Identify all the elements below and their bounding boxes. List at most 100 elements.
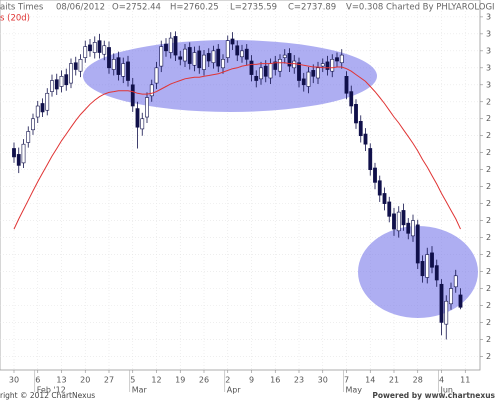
candle-body [358,120,363,137]
candle-body [339,54,344,64]
month-label: Apr [227,386,242,395]
candle-body [130,84,135,107]
candle-body [187,47,192,64]
candle-body [35,105,40,118]
candle-body [73,62,78,70]
y-tick-label: 2 [486,97,491,106]
candle-body [382,193,387,204]
candle-body [97,40,102,53]
y-tick-label: 3 [486,12,491,21]
candle-body [88,44,92,52]
candle-body [240,50,244,58]
x-tick-label: 6 [35,376,40,385]
y-tick-label: 2 [486,148,491,157]
candle-body [40,103,45,113]
candle-body [444,300,449,325]
candle-body [292,60,297,69]
month-label: Mar [132,386,148,395]
candle-body [192,52,197,66]
candle-body [268,63,273,79]
candle-body [159,46,164,67]
candle-body [45,92,50,111]
highlight-ellipse [358,226,478,318]
x-tick-label: 20 [80,376,90,385]
candle-body [335,57,339,62]
candle-body [368,148,373,170]
x-tick-label: 5 [130,376,135,385]
y-tick-label: 2 [486,233,491,242]
candle-body [64,74,69,86]
candle-body [50,80,54,92]
candle-body [453,275,458,288]
candle-body [320,63,325,67]
candle-body [449,288,453,305]
candle-body [415,224,420,264]
candle-body [434,265,439,281]
candle-body [116,57,121,75]
candle-body [439,283,444,323]
x-tick-label: 23 [294,376,304,385]
y-tick-label: 2 [486,284,491,293]
candle-body [121,63,126,77]
candle-body [16,154,21,166]
candle-body [135,108,140,128]
credit: Charted By PHLYAROLOGIST [386,3,495,13]
candle-body [107,47,111,69]
candle-body [202,54,206,70]
candle-body [263,65,268,77]
x-tick-label: 19 [175,376,185,385]
candle-body [430,252,434,268]
x-tick-label: 27 [104,376,114,385]
y-tick-label: 3 [486,46,491,55]
low-label: L=2735.59 [230,3,277,13]
candle-body [83,46,88,58]
volume-label: V=0.308 [346,3,383,13]
candle-body [330,59,335,72]
candle-body [377,180,382,196]
candle-body [31,118,35,131]
y-tick-label: 2 [486,352,491,361]
candle-body [244,48,249,60]
x-tick-label: 30 [9,376,19,385]
y-tick-label: 2 [486,114,491,123]
candle-body [249,60,254,75]
candle-body [301,78,306,86]
x-tick-label: 4 [439,376,444,385]
x-tick-label: 26 [199,376,209,385]
candle-body [111,59,116,70]
candle-body [425,254,430,278]
month-label: Jun [440,386,454,395]
candle-body [420,261,425,277]
candle-body [21,143,26,164]
candle-body [221,59,225,69]
x-tick-label: 28 [413,376,423,385]
y-tick-label: 3 [486,29,491,38]
x-tick-label: 12 [151,376,161,385]
candle-body [168,37,173,53]
candle-body [102,45,107,55]
candle-body [297,62,301,81]
candle-body [392,213,396,230]
x-tick-label: 7 [344,376,349,385]
high-label: H=2760.25 [170,3,219,13]
candle-body [78,59,83,72]
index-name: aits Times [0,3,44,13]
candle-body [149,84,154,97]
candle-body [287,53,292,67]
y-tick-label: 2 [486,182,491,191]
candle-body [216,48,221,67]
powered-by: Powered by www.chartnexus [372,391,495,400]
candle-body [349,91,354,107]
x-tick-label: 13 [56,376,66,385]
candle-body [206,53,211,62]
candle-body [278,59,282,72]
candle-body [401,210,406,226]
x-tick-label: 11 [460,376,470,385]
x-tick-label: 21 [389,376,399,385]
y-tick-label: 3 [486,63,491,72]
candle-body [458,294,463,308]
candle-body [396,211,401,232]
candle-body [225,40,230,58]
x-tick-label: 30 [318,376,328,385]
